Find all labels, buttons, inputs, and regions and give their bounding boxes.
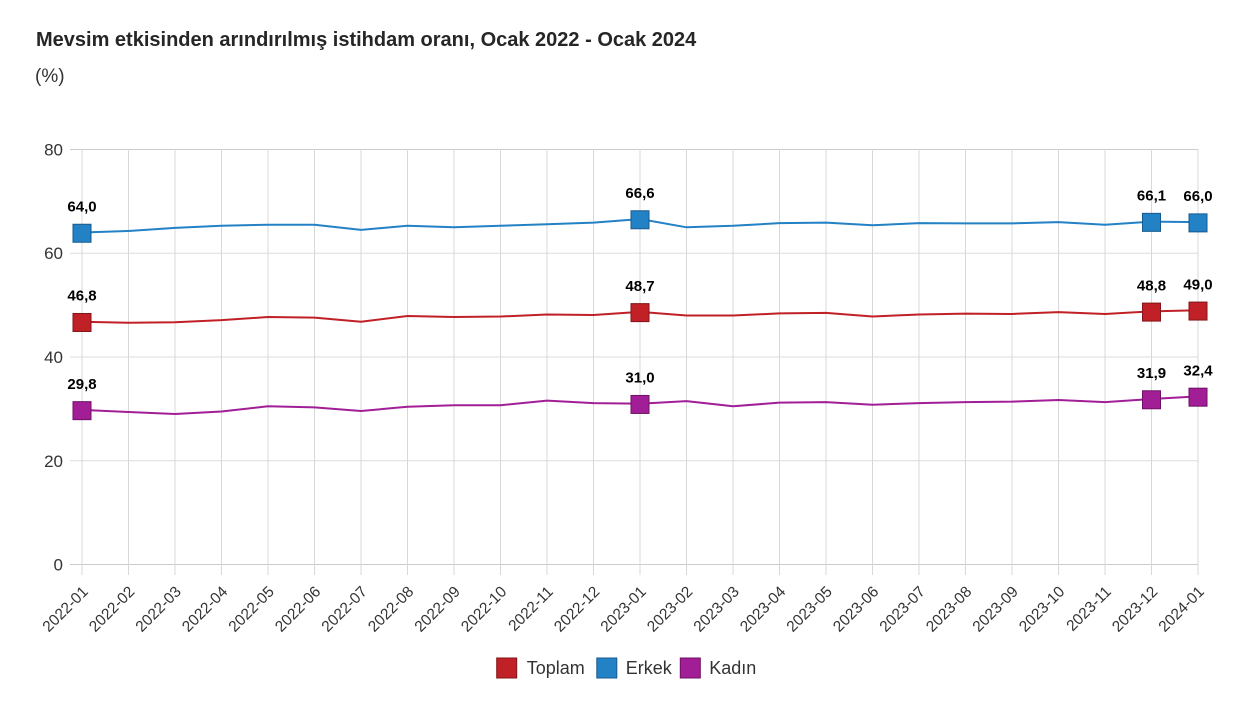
svg-text:2022-04: 2022-04 <box>179 583 232 636</box>
svg-text:2023-11: 2023-11 <box>1063 583 1114 634</box>
svg-text:2022-09: 2022-09 <box>412 583 464 635</box>
svg-text:66,0: 66,0 <box>1183 188 1212 205</box>
svg-text:2022-06: 2022-06 <box>272 583 324 635</box>
svg-text:20: 20 <box>44 452 63 471</box>
svg-text:Toplam: Toplam <box>527 658 585 678</box>
svg-text:2022-05: 2022-05 <box>226 583 278 635</box>
svg-text:48,8: 48,8 <box>1137 277 1166 294</box>
svg-text:29,8: 29,8 <box>67 376 96 393</box>
svg-text:32,4: 32,4 <box>1183 362 1213 379</box>
svg-text:2023-10: 2023-10 <box>1016 583 1069 636</box>
svg-text:64,0: 64,0 <box>67 199 96 216</box>
svg-text:2023-01: 2023-01 <box>598 583 650 635</box>
svg-text:2023-02: 2023-02 <box>644 583 696 635</box>
svg-text:2023-07: 2023-07 <box>877 583 929 635</box>
svg-text:40: 40 <box>44 348 63 367</box>
svg-text:48,7: 48,7 <box>625 278 654 295</box>
svg-text:2022-12: 2022-12 <box>551 583 603 635</box>
svg-text:2023-12: 2023-12 <box>1109 583 1161 635</box>
svg-text:2022-01: 2022-01 <box>40 583 92 635</box>
svg-text:Erkek: Erkek <box>626 658 673 678</box>
svg-text:66,6: 66,6 <box>625 185 654 202</box>
svg-text:2022-11: 2022-11 <box>505 583 556 634</box>
svg-text:49,0: 49,0 <box>1183 276 1212 293</box>
svg-text:2023-08: 2023-08 <box>923 583 975 635</box>
svg-text:46,8: 46,8 <box>67 288 96 305</box>
svg-text:2024-01: 2024-01 <box>1156 583 1208 635</box>
svg-text:2022-10: 2022-10 <box>458 583 511 636</box>
svg-text:2022-03: 2022-03 <box>133 583 185 635</box>
svg-text:2023-05: 2023-05 <box>784 583 836 635</box>
svg-text:2023-06: 2023-06 <box>830 583 882 635</box>
svg-text:2023-09: 2023-09 <box>970 583 1022 635</box>
svg-text:2023-04: 2023-04 <box>737 583 790 636</box>
svg-text:2022-08: 2022-08 <box>365 583 417 635</box>
svg-text:2023-03: 2023-03 <box>691 583 743 635</box>
svg-text:66,1: 66,1 <box>1137 188 1166 205</box>
svg-text:31,9: 31,9 <box>1137 365 1166 382</box>
svg-text:Kadın: Kadın <box>709 658 756 678</box>
svg-text:0: 0 <box>54 556 63 575</box>
svg-text:2022-07: 2022-07 <box>319 583 371 635</box>
svg-text:80: 80 <box>44 141 63 160</box>
svg-text:31,0: 31,0 <box>625 370 654 387</box>
svg-text:60: 60 <box>44 244 63 263</box>
svg-text:2022-02: 2022-02 <box>86 583 138 635</box>
